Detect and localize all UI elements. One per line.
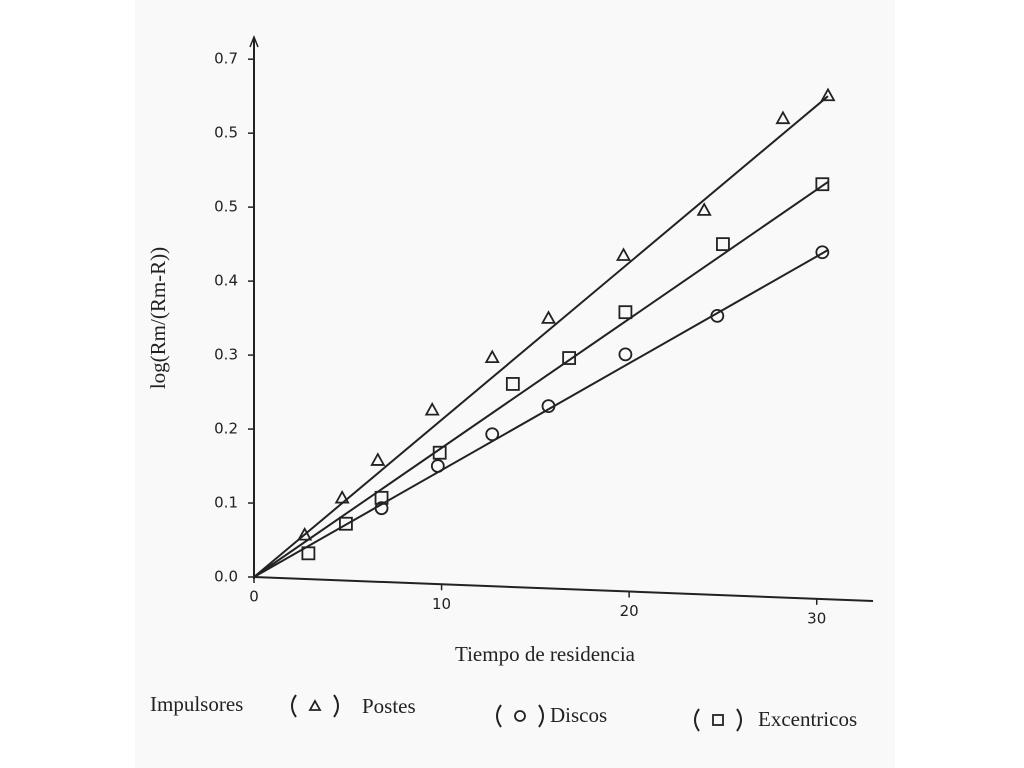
point bbox=[424, 401, 440, 416]
point bbox=[334, 489, 350, 504]
y-tick-label: 0.4 bbox=[214, 272, 238, 290]
point bbox=[505, 377, 520, 391]
point bbox=[696, 202, 712, 216]
x-tick-label: 30 bbox=[807, 609, 826, 627]
point bbox=[618, 305, 633, 320]
point bbox=[297, 526, 313, 541]
y-tick-label: 0.2 bbox=[214, 420, 238, 438]
point bbox=[484, 349, 500, 364]
point bbox=[301, 546, 316, 561]
scan-page bbox=[135, 0, 895, 768]
fit-line bbox=[253, 249, 829, 578]
y-tick-label: 0.0 bbox=[214, 568, 238, 586]
point bbox=[775, 110, 791, 125]
legend-label: Excentricos bbox=[758, 707, 857, 731]
fit-line bbox=[253, 95, 829, 578]
x-axis bbox=[253, 576, 874, 602]
point bbox=[710, 308, 725, 323]
point bbox=[374, 490, 389, 505]
legend-marker bbox=[712, 714, 724, 726]
x-tick-label: 0 bbox=[249, 588, 259, 606]
legend-paren bbox=[333, 694, 339, 718]
y-tick-label: 0.1 bbox=[214, 494, 238, 512]
x-tick-label: 10 bbox=[432, 595, 451, 613]
y-tick-label: 0.3 bbox=[214, 346, 238, 364]
point bbox=[562, 351, 577, 365]
legend-paren bbox=[538, 704, 544, 728]
point bbox=[339, 516, 353, 531]
point bbox=[716, 237, 730, 252]
y-axis-label: log(Rm/(Rm-R)) bbox=[146, 247, 170, 389]
y-tick-label: 0.5 bbox=[214, 124, 238, 142]
point bbox=[540, 310, 557, 324]
legend-paren bbox=[291, 694, 297, 718]
point bbox=[370, 452, 386, 466]
point bbox=[815, 177, 830, 192]
point bbox=[541, 399, 556, 414]
y-tick-label: 0.5 bbox=[214, 198, 238, 216]
point bbox=[820, 87, 836, 102]
y-tick-label: 0.7 bbox=[214, 50, 238, 68]
legend-paren bbox=[694, 708, 700, 732]
legend-marker bbox=[514, 710, 526, 722]
point bbox=[815, 245, 830, 260]
point bbox=[615, 247, 632, 261]
legend-paren bbox=[736, 708, 742, 732]
legend-title: Impulsores bbox=[150, 692, 243, 716]
x-tick-label: 20 bbox=[620, 602, 639, 620]
point bbox=[485, 427, 500, 442]
point bbox=[618, 347, 633, 362]
fit-line bbox=[253, 181, 829, 578]
y-axis-arrow bbox=[249, 34, 259, 48]
x-axis-label: Tiempo de residencia bbox=[455, 642, 636, 666]
point bbox=[374, 501, 389, 516]
legend-marker bbox=[308, 699, 322, 711]
legend-label: Discos bbox=[550, 703, 607, 727]
point bbox=[432, 445, 447, 460]
point bbox=[430, 459, 445, 473]
legend-label: Postes bbox=[362, 694, 416, 718]
legend-paren bbox=[496, 704, 502, 728]
